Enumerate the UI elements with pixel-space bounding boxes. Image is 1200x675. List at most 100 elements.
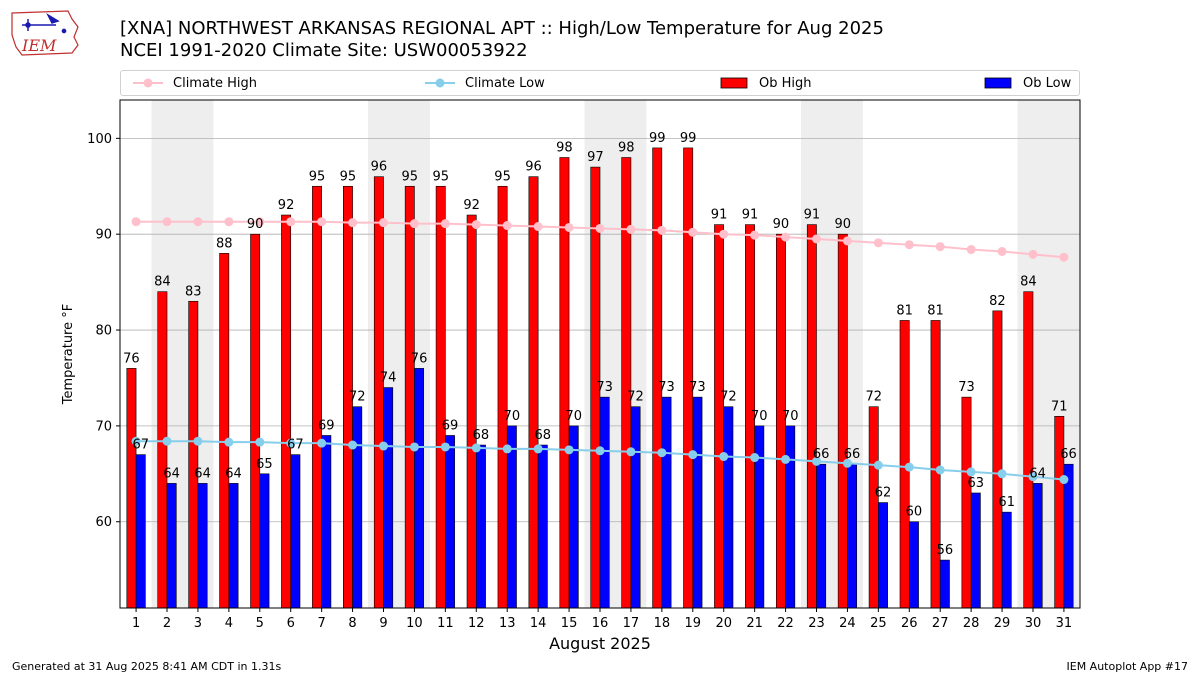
label-ob-low: 72	[627, 390, 644, 405]
label-ob-high: 99	[649, 131, 666, 146]
label-ob-high: 72	[865, 390, 882, 405]
x-tick-label: 15	[561, 616, 578, 631]
climate-high-point	[286, 217, 296, 227]
climate-low-point	[440, 442, 450, 452]
bar-ob-low	[847, 463, 858, 609]
label-ob-low: 56	[937, 543, 954, 558]
legend-marker-climate-high	[133, 78, 163, 88]
label-ob-high: 91	[804, 208, 821, 223]
label-ob-high: 90	[835, 217, 852, 232]
climate-high-point	[873, 238, 883, 248]
label-ob-high: 90	[773, 217, 790, 232]
y-tick-label: 100	[87, 132, 112, 147]
label-ob-low: 62	[875, 486, 892, 501]
label-ob-low: 67	[132, 438, 149, 453]
x-tick-label: 25	[870, 616, 887, 631]
x-tick-label: 13	[499, 616, 516, 631]
climate-high-point	[317, 217, 327, 227]
label-ob-low: 70	[751, 409, 768, 424]
y-tick-label: 70	[95, 419, 112, 434]
label-ob-low: 70	[504, 409, 521, 424]
climate-low-point	[904, 462, 914, 472]
bar-ob-low	[228, 483, 239, 609]
climate-high-point	[719, 229, 729, 239]
climate-high-point	[255, 217, 265, 227]
label-ob-high: 81	[896, 303, 913, 318]
climate-high-point	[409, 219, 419, 229]
legend-label-ob-high: Ob High	[759, 75, 812, 91]
climate-high-point	[440, 219, 450, 229]
climate-high-point	[595, 223, 605, 233]
climate-low-point	[409, 442, 419, 452]
label-ob-low: 73	[658, 380, 675, 395]
bar-ob-high	[714, 224, 725, 609]
x-tick-label: 21	[746, 616, 763, 631]
label-ob-low: 60	[906, 505, 923, 520]
x-tick-label: 19	[685, 616, 702, 631]
app-credit: IEM Autoplot App #17	[1066, 660, 1189, 673]
label-ob-low: 68	[535, 428, 552, 443]
x-tick-label: 5	[256, 616, 264, 631]
bar-ob-low	[754, 425, 765, 609]
x-tick-label: 22	[777, 616, 794, 631]
bar-ob-high	[621, 157, 632, 609]
climate-high-point	[626, 224, 636, 234]
climate-low-point	[348, 440, 358, 450]
bar-ob-high	[961, 396, 972, 609]
climate-low-point	[657, 448, 667, 458]
label-ob-high: 95	[309, 169, 326, 184]
x-tick-label: 20	[715, 616, 732, 631]
climate-high-point	[193, 217, 203, 227]
legend-item-climate-low: Climate Low	[423, 71, 545, 95]
bar-ob-high	[837, 233, 848, 609]
x-tick-label: 24	[839, 616, 856, 631]
bar-ob-high	[404, 185, 415, 609]
x-tick-label: 2	[163, 616, 171, 631]
x-tick-label: 29	[994, 616, 1011, 631]
label-ob-low: 74	[380, 371, 397, 386]
x-tick-label: 14	[530, 616, 547, 631]
label-ob-high: 84	[154, 275, 171, 290]
label-ob-low: 63	[967, 476, 984, 491]
label-ob-high: 71	[1051, 399, 1068, 414]
chart-subtitle: NCEI 1991-2020 Climate Site: USW00053922	[120, 40, 528, 61]
bar-ob-high	[652, 147, 663, 609]
label-ob-high: 99	[680, 131, 697, 146]
climate-low-point	[935, 465, 945, 475]
bar-ob-low	[166, 483, 177, 609]
bar-ob-high	[157, 291, 168, 609]
x-tick-label: 4	[225, 616, 233, 631]
bar-ob-low	[537, 444, 548, 609]
y-tick-label: 90	[95, 228, 112, 243]
label-ob-high: 83	[185, 284, 202, 299]
x-tick-label: 3	[194, 616, 202, 631]
climate-high-point	[781, 232, 791, 242]
label-ob-low: 64	[163, 466, 180, 481]
label-ob-high: 88	[216, 236, 233, 251]
climate-low-point	[781, 454, 791, 464]
bar-ob-low	[414, 368, 425, 609]
climate-high-point	[842, 236, 852, 246]
climate-high-point	[935, 242, 945, 252]
label-ob-low: 72	[349, 390, 366, 405]
legend-item-ob-low: Ob Low	[983, 71, 1071, 95]
bar-ob-low	[352, 406, 363, 609]
bar-ob-low	[908, 521, 919, 609]
x-tick-label: 7	[318, 616, 326, 631]
label-ob-low: 65	[256, 457, 273, 472]
bar-ob-high	[1054, 416, 1065, 609]
climate-low-point	[626, 447, 636, 457]
label-ob-high: 92	[463, 198, 480, 213]
iem-logo: IEM	[11, 10, 79, 56]
climate-low-point	[595, 446, 605, 456]
bar-ob-low	[692, 396, 703, 609]
bar-ob-low	[290, 454, 301, 609]
bar-ob-high	[806, 224, 817, 609]
climate-high-point	[533, 222, 543, 232]
climate-high-point	[750, 230, 760, 240]
bar-ob-low	[445, 435, 455, 609]
bar-ob-high	[1023, 291, 1034, 609]
label-ob-high: 95	[432, 169, 449, 184]
climate-low-point	[719, 452, 729, 462]
label-ob-low: 70	[565, 409, 582, 424]
